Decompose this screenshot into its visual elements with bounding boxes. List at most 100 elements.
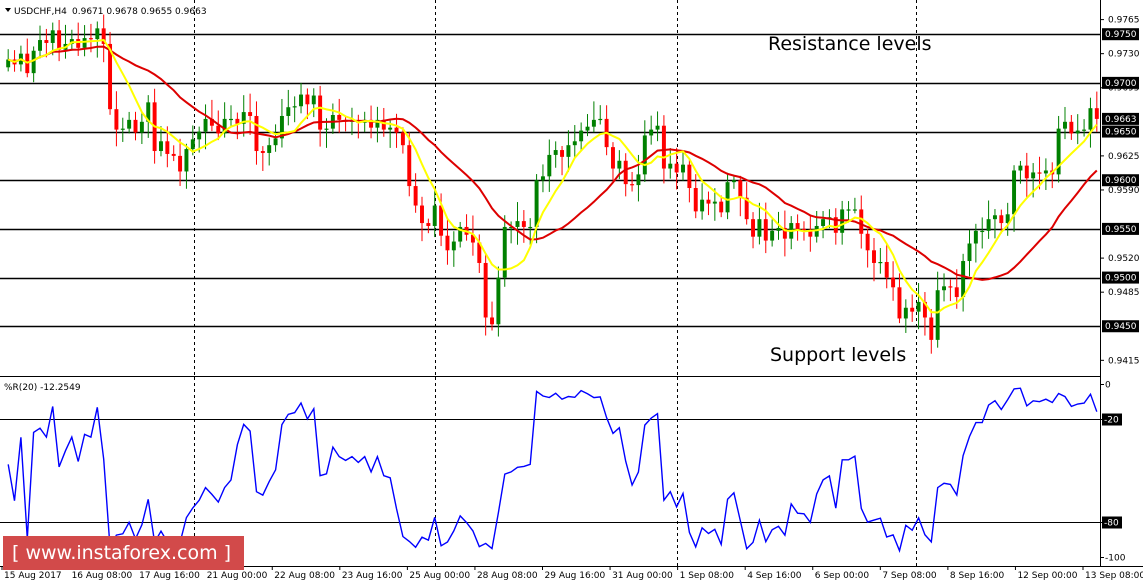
candle-body xyxy=(31,50,36,74)
candle-body xyxy=(1043,170,1048,174)
candle-body xyxy=(630,184,635,186)
candle-body xyxy=(992,215,997,220)
candle-body xyxy=(324,128,329,130)
candle-body xyxy=(407,145,412,187)
candle-body xyxy=(617,160,622,169)
candle-body xyxy=(1094,108,1099,119)
candle-body xyxy=(579,130,584,142)
candle-body xyxy=(540,176,545,181)
candle-body xyxy=(852,209,857,211)
candle-body xyxy=(808,229,813,237)
candle-body xyxy=(400,132,405,146)
candle-body xyxy=(451,241,456,251)
candle-body xyxy=(611,147,615,169)
candle-body xyxy=(986,219,991,231)
slow-moving-average-line xyxy=(7,45,1098,281)
candle-body xyxy=(426,223,431,226)
candle-body xyxy=(1069,121,1074,134)
candle-body xyxy=(929,317,934,340)
price-axis-label: 0.9415 xyxy=(1108,356,1140,366)
candle-body xyxy=(738,180,743,198)
candle-body xyxy=(1018,165,1023,171)
instaforex-logo: [ www.instaforex.com ] xyxy=(3,536,244,570)
level-price-box xyxy=(1102,125,1139,138)
candle-body xyxy=(496,277,501,325)
candle-body xyxy=(687,164,692,189)
time-axis[interactable]: 15 Aug 2017 16 Aug 08:00 17 Aug 16:00 21 Au… xyxy=(1,566,1143,581)
candle-body xyxy=(381,119,386,130)
candle-body xyxy=(560,150,565,157)
candle-body xyxy=(108,43,113,110)
candle-body xyxy=(502,226,507,278)
level-price-box xyxy=(1102,28,1139,41)
time-axis-label: 17 Aug 16:00 xyxy=(139,571,200,581)
candle-body xyxy=(872,250,876,263)
time-axis-label: 25 Aug 00:00 xyxy=(409,571,470,581)
candle-body xyxy=(490,317,494,325)
price-axis[interactable]: 0.97650.97300.96950.96250.95900.95200.94… xyxy=(1100,16,1140,367)
vertical-gridlines xyxy=(194,0,917,376)
time-axis-label: 16 Aug 08:00 xyxy=(72,571,133,581)
candle-body xyxy=(954,287,959,298)
candle-body xyxy=(178,155,183,172)
candle-body xyxy=(566,145,571,157)
candle-body xyxy=(114,109,119,130)
candle-body xyxy=(751,219,756,237)
candle-body xyxy=(1024,165,1029,179)
indicator-level-label: -20 xyxy=(1104,416,1119,426)
candle-body xyxy=(884,261,889,278)
candle-body xyxy=(591,119,596,127)
candle-body xyxy=(782,227,787,239)
level-price-label: 0.9500 xyxy=(1105,274,1137,284)
horizontal-levels xyxy=(0,33,1100,328)
symbol-label: USDCHF,H4 xyxy=(14,7,67,17)
candle-body xyxy=(719,201,724,213)
current-price-box xyxy=(1102,112,1139,125)
candle-body xyxy=(948,286,953,288)
price-axis-label: 0.9485 xyxy=(1108,288,1140,298)
level-price-box xyxy=(1102,320,1139,333)
williams-r-panel: %R(20) -12.2549 xyxy=(0,377,1100,566)
candle-body xyxy=(146,102,151,122)
candle-body xyxy=(420,205,424,224)
candle-body xyxy=(770,230,775,241)
candle-body xyxy=(515,221,520,227)
candle-body xyxy=(38,40,42,51)
candle-body xyxy=(394,127,399,133)
candle-body xyxy=(891,277,896,288)
candle-body xyxy=(439,205,444,236)
candle-body xyxy=(50,30,55,43)
candle-body xyxy=(776,227,781,231)
candle-body xyxy=(910,307,915,312)
candle-body xyxy=(572,141,577,146)
candle-body xyxy=(623,160,628,185)
candle-body xyxy=(668,163,673,169)
candle-body xyxy=(757,219,762,237)
chart-header: USDCHF,H4 0.9671 0.9678 0.9655 0.9663 xyxy=(5,7,207,17)
fast-moving-average-line xyxy=(7,38,1098,314)
candle-body xyxy=(922,301,927,318)
candle-body xyxy=(521,221,526,227)
logo-background xyxy=(3,536,244,570)
time-axis-label: 4 Sep 16:00 xyxy=(747,571,802,581)
candle-body xyxy=(528,226,533,229)
candle-body xyxy=(916,301,921,312)
indicator-axis-label: -100 xyxy=(1105,554,1126,564)
dropdown-triangle-icon[interactable] xyxy=(5,8,11,12)
candle-body xyxy=(681,164,685,173)
level-price-label: 0.9450 xyxy=(1105,322,1137,332)
candle-body xyxy=(248,112,253,116)
candle-body xyxy=(458,226,463,242)
candle-body xyxy=(706,199,711,204)
ohlc-values: 0.9671 0.9678 0.9655 0.9663 xyxy=(72,7,207,17)
level-price-box xyxy=(1102,174,1139,187)
candle-body xyxy=(897,287,902,319)
time-axis-label: 22 Aug 08:00 xyxy=(274,571,335,581)
candle-body xyxy=(935,290,940,340)
candle-body xyxy=(6,59,11,68)
candle-body xyxy=(725,182,730,213)
candle-body xyxy=(859,209,864,234)
indicator-level-box xyxy=(1102,413,1122,426)
candle-body xyxy=(999,215,1004,224)
candle-body xyxy=(88,38,93,40)
